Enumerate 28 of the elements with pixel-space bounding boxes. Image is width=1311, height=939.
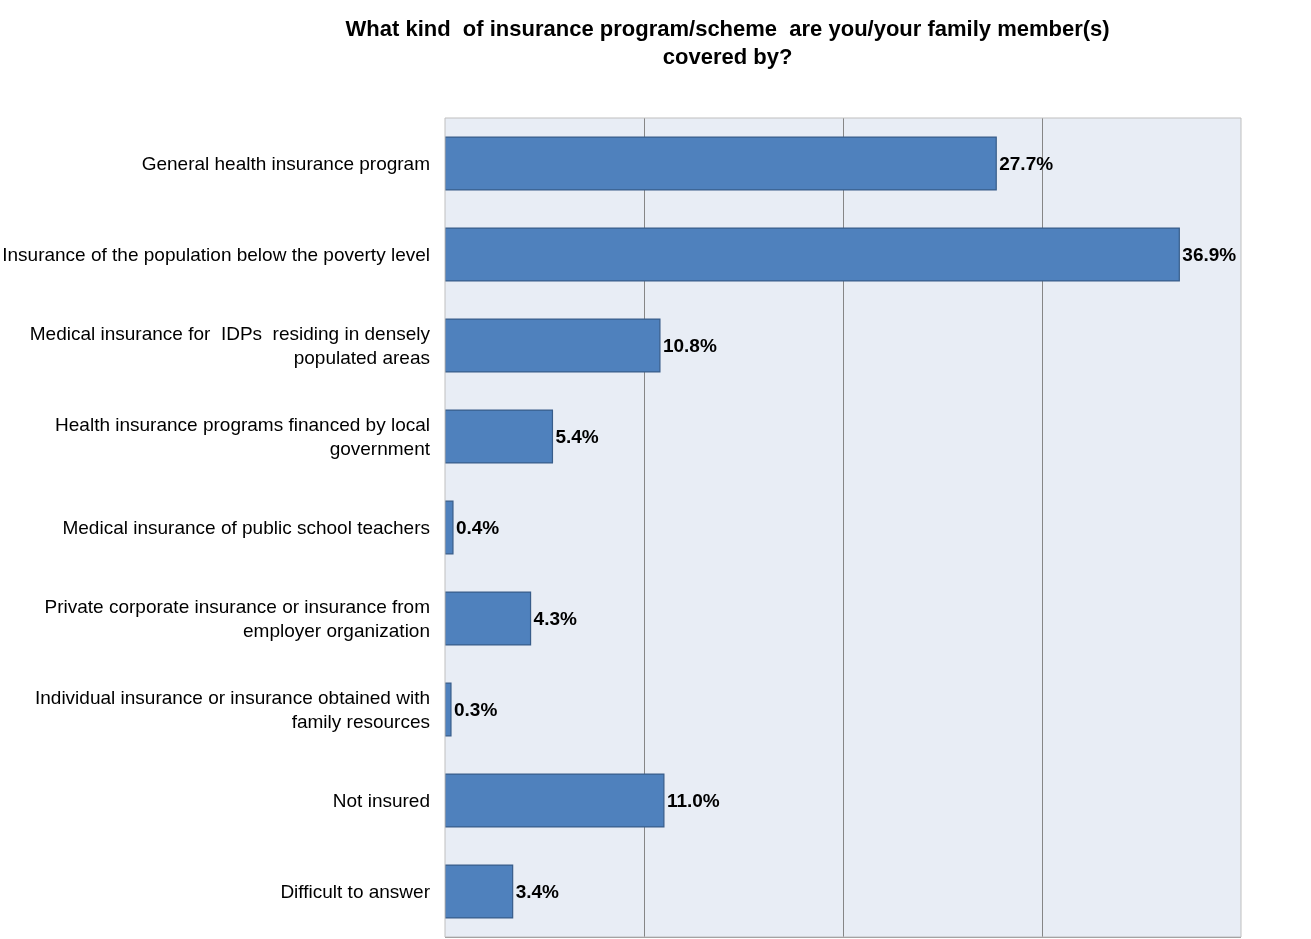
y-tick-label: Difficult to answer [280, 881, 431, 903]
data-label: 27.7% [999, 153, 1054, 174]
data-label: 0.3% [453, 699, 498, 720]
bar [445, 682, 452, 737]
bar [445, 409, 554, 464]
data-label: 4.3% [533, 608, 577, 629]
bar [445, 318, 661, 373]
bar [445, 500, 454, 555]
y-tick-label: Insurance of the population below the poverty level [2, 244, 430, 266]
data-label: 3.4% [515, 881, 560, 902]
data-label: 0.4% [455, 517, 500, 538]
data-label: 5.4% [555, 426, 599, 447]
y-tick-label: Medical insurance of public school teachers [62, 517, 430, 539]
data-label: 10.8% [662, 335, 717, 356]
y-tick-label: General health insurance program [141, 153, 430, 175]
y-tick-label: Private corporate insurance or insurance from employer organization [44, 595, 430, 642]
y-tick-label: Health insurance programs financed by local government [55, 413, 431, 460]
data-label: 11.0% [666, 790, 720, 811]
bar [445, 773, 665, 828]
bar [445, 591, 532, 646]
bar [445, 227, 1180, 282]
y-tick-label: Individual insurance or insurance obtained with family resources [34, 686, 430, 733]
bar [445, 864, 514, 919]
y-tick-label: Not insured [332, 790, 430, 812]
bar [445, 136, 997, 191]
y-tick-label: Medical insurance for IDPs residing in densely populated areas [29, 322, 431, 369]
chart-title: What kind of insurance program/scheme are you/your family member(s) covered by? [345, 15, 1110, 70]
data-label: 36.9% [1182, 244, 1237, 265]
